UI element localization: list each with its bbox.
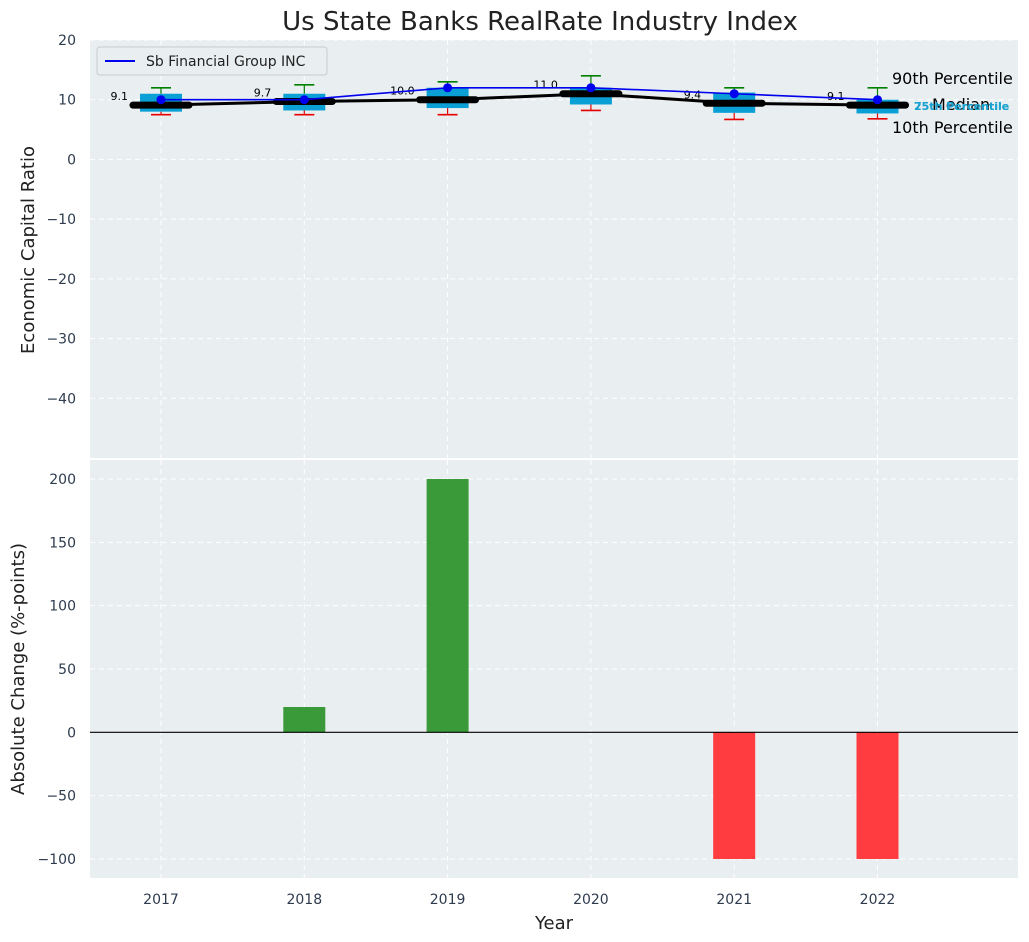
bottom-y-axis-label: Absolute Change (%-points) xyxy=(8,543,29,795)
top-y-tick-label: −10 xyxy=(46,212,76,228)
top-y-axis-label: Economic Capital Ratio xyxy=(18,146,39,354)
median-value-label: 9.1 xyxy=(827,90,845,103)
x-axis-label: Year xyxy=(534,913,574,934)
company-point xyxy=(729,89,739,99)
bottom-y-tick-label: −100 xyxy=(38,852,76,868)
change-bar xyxy=(856,732,899,859)
change-bars xyxy=(283,479,899,859)
top-y-tick-label: −20 xyxy=(46,272,76,288)
p75-annotation: 75th Percentile xyxy=(914,100,1009,113)
p25-annotation: 25th Percentile xyxy=(914,100,1009,113)
median-annotation: Median xyxy=(932,95,990,114)
top-y-tick-label: 20 xyxy=(58,33,76,49)
x-ticks: 2017 2018 2019 2020 2021 2022 xyxy=(143,892,895,908)
bottom-y-ticks: 200 150 100 50 0 −50 −100 xyxy=(38,472,76,868)
bottom-y-tick-label: 200 xyxy=(49,472,76,488)
top-lines xyxy=(156,83,882,107)
chart-title: Us State Banks RealRate Industry Index xyxy=(282,7,798,37)
bottom-y-tick-label: −50 xyxy=(46,789,76,805)
legend-label: Sb Financial Group INC xyxy=(146,54,306,70)
median-value-label: 11.0 xyxy=(533,79,558,92)
top-y-tick-label: 10 xyxy=(58,93,76,109)
company-point xyxy=(443,83,453,93)
p90-annotation: 90th Percentile xyxy=(892,69,1013,88)
x-tick-label: 2018 xyxy=(286,892,322,908)
x-tick-label: 2020 xyxy=(573,892,609,908)
change-bar xyxy=(283,707,326,733)
legend-box xyxy=(96,46,328,76)
bottom-y-tick-label: 0 xyxy=(67,725,76,741)
median-value-label: 9.1 xyxy=(111,90,129,103)
x-tick-label: 2021 xyxy=(716,892,752,908)
median-line xyxy=(160,92,878,107)
x-tick-label: 2017 xyxy=(143,892,179,908)
company-point xyxy=(873,95,882,105)
bottom-y-tick-label: 150 xyxy=(49,535,76,551)
company-line xyxy=(161,86,878,101)
change-bar xyxy=(426,479,469,733)
median-value-label: 9.7 xyxy=(254,87,272,100)
top-y-tick-label: −30 xyxy=(46,332,76,348)
bottom-y-tick-label: 50 xyxy=(58,662,76,678)
top-y-tick-label: 0 xyxy=(67,152,76,168)
company-point xyxy=(299,95,309,105)
top-y-tick-label: −40 xyxy=(46,391,76,407)
x-tick-label: 2022 xyxy=(860,892,896,908)
change-bar xyxy=(713,732,756,859)
company-point xyxy=(586,83,596,93)
top-gridlines xyxy=(90,39,1018,458)
company-point xyxy=(156,95,166,105)
x-tick-label: 2019 xyxy=(430,892,466,908)
legend: Sb Financial Group INC xyxy=(96,46,328,76)
bottom-y-tick-label: 100 xyxy=(49,599,76,615)
p10-annotation: 10th Percentile xyxy=(892,118,1013,137)
percentile-annotations: 90th Percentile Median 10th Percentile 7… xyxy=(892,69,1013,137)
top-y-ticks: 20 10 0 −10 −20 −30 −40 xyxy=(46,33,76,407)
